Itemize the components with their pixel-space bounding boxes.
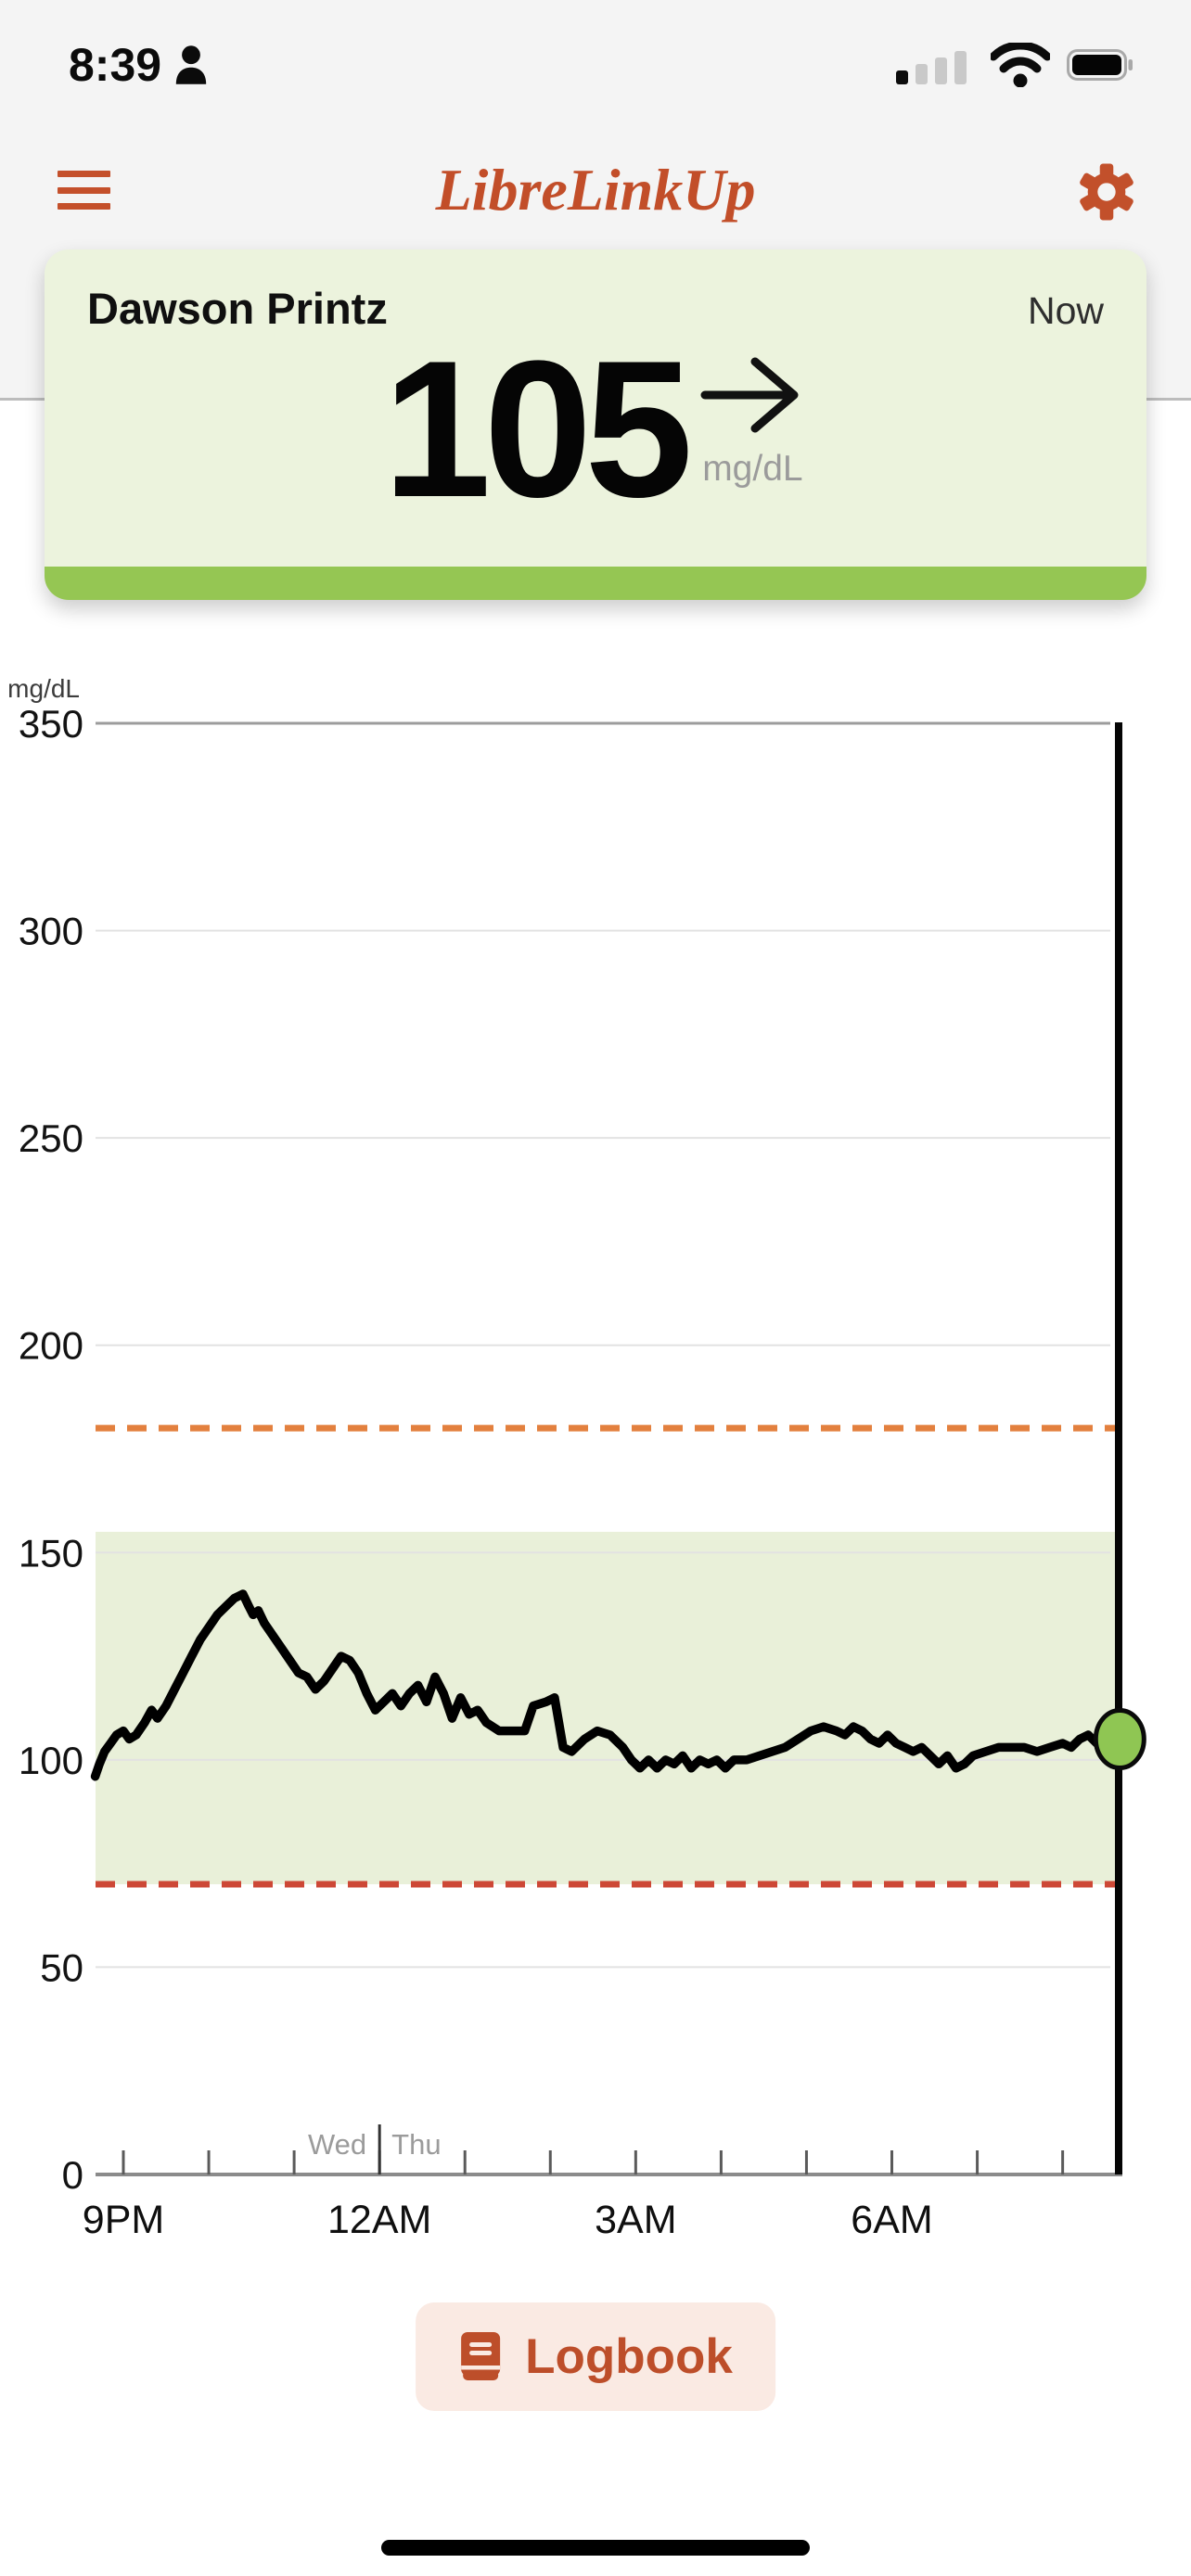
person-icon bbox=[175, 45, 207, 84]
y-tick-label-50: 50 bbox=[40, 1945, 83, 1989]
y-tick-label-300: 300 bbox=[19, 910, 83, 953]
patient-name: Dawson Printz bbox=[87, 284, 388, 333]
book-icon bbox=[461, 2331, 501, 2380]
day-label-left: Wed bbox=[308, 2128, 366, 2161]
page-title: LibreLinkUp bbox=[435, 157, 756, 223]
patient-card-header: Dawson Printz Now bbox=[45, 249, 1146, 334]
y-tick-label-150: 150 bbox=[19, 1531, 83, 1575]
x-tick-label-3AM: 3AM bbox=[595, 2198, 676, 2242]
trend-column: mg/dL bbox=[698, 339, 808, 490]
x-tick-label-6AM: 6AM bbox=[851, 2198, 932, 2242]
y-tick-label-250: 250 bbox=[19, 1116, 83, 1160]
y-tick-label-200: 200 bbox=[19, 1324, 83, 1368]
nav-bar: LibreLinkUp bbox=[0, 148, 1191, 241]
trend-arrow-right-icon bbox=[700, 357, 799, 433]
x-tick-label-9PM: 9PM bbox=[83, 2198, 164, 2242]
y-axis-unit-label: mg/dL bbox=[7, 674, 80, 703]
in-range-color-strip bbox=[45, 567, 1146, 600]
x-tick-label-12AM: 12AM bbox=[327, 2198, 431, 2242]
patient-card[interactable]: Dawson Printz Now 105 mg/dL bbox=[45, 249, 1146, 600]
glucose-curve bbox=[90, 1589, 1125, 1781]
battery-icon bbox=[1067, 49, 1133, 81]
cellular-signal-icon bbox=[896, 51, 967, 84]
current-glucose-marker bbox=[1093, 1708, 1146, 1770]
status-left: 8:39 bbox=[69, 38, 208, 92]
day-label-right: Thu bbox=[391, 2128, 441, 2161]
glucose-unit: mg/dL bbox=[702, 449, 803, 489]
wifi-icon bbox=[991, 43, 1050, 87]
y-tick-label-100: 100 bbox=[19, 1739, 83, 1782]
logbook-label: Logbook bbox=[525, 2329, 733, 2384]
reading-time-badge: Now bbox=[1027, 289, 1104, 332]
clock: 8:39 bbox=[69, 39, 162, 91]
status-bar: 8:39 bbox=[0, 35, 1191, 95]
glucose-value: 105 bbox=[382, 320, 693, 538]
y-tick-label-0: 0 bbox=[62, 2153, 83, 2197]
glucose-reading: 105 mg/dL bbox=[45, 320, 1146, 538]
status-right bbox=[896, 43, 1133, 87]
hamburger-menu-icon[interactable] bbox=[58, 171, 110, 210]
home-indicator[interactable] bbox=[381, 2540, 810, 2556]
y-tick-label-350: 350 bbox=[19, 702, 83, 746]
target-range-band bbox=[96, 1531, 1120, 1884]
logbook-button[interactable]: Logbook bbox=[416, 2302, 775, 2411]
gear-icon[interactable] bbox=[1078, 163, 1135, 221]
